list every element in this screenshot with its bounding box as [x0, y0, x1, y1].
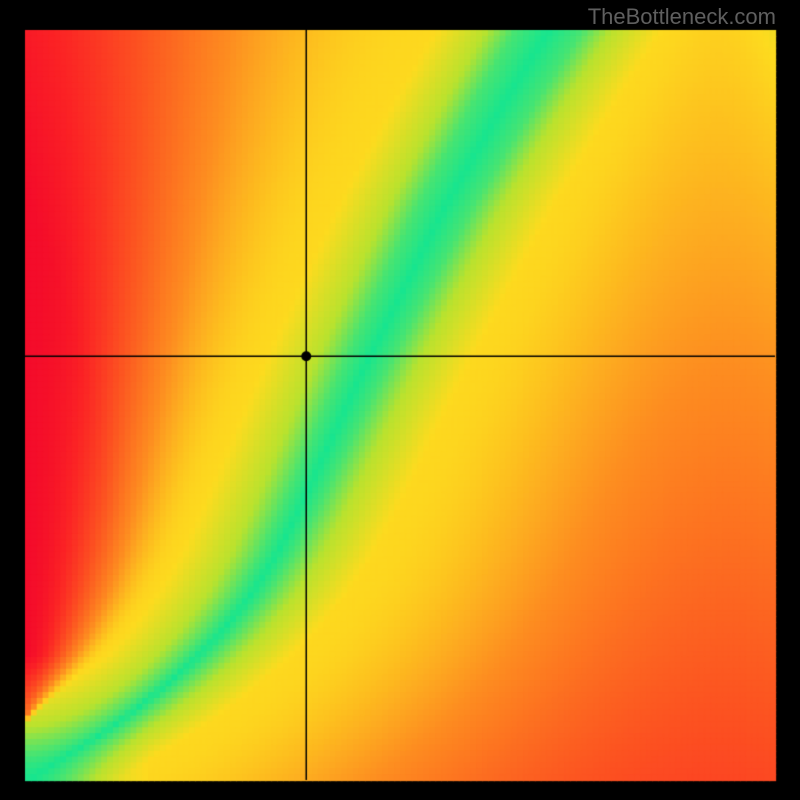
chart-container: TheBottleneck.com — [0, 0, 800, 800]
watermark-text: TheBottleneck.com — [588, 4, 776, 30]
bottleneck-heatmap — [0, 0, 800, 800]
